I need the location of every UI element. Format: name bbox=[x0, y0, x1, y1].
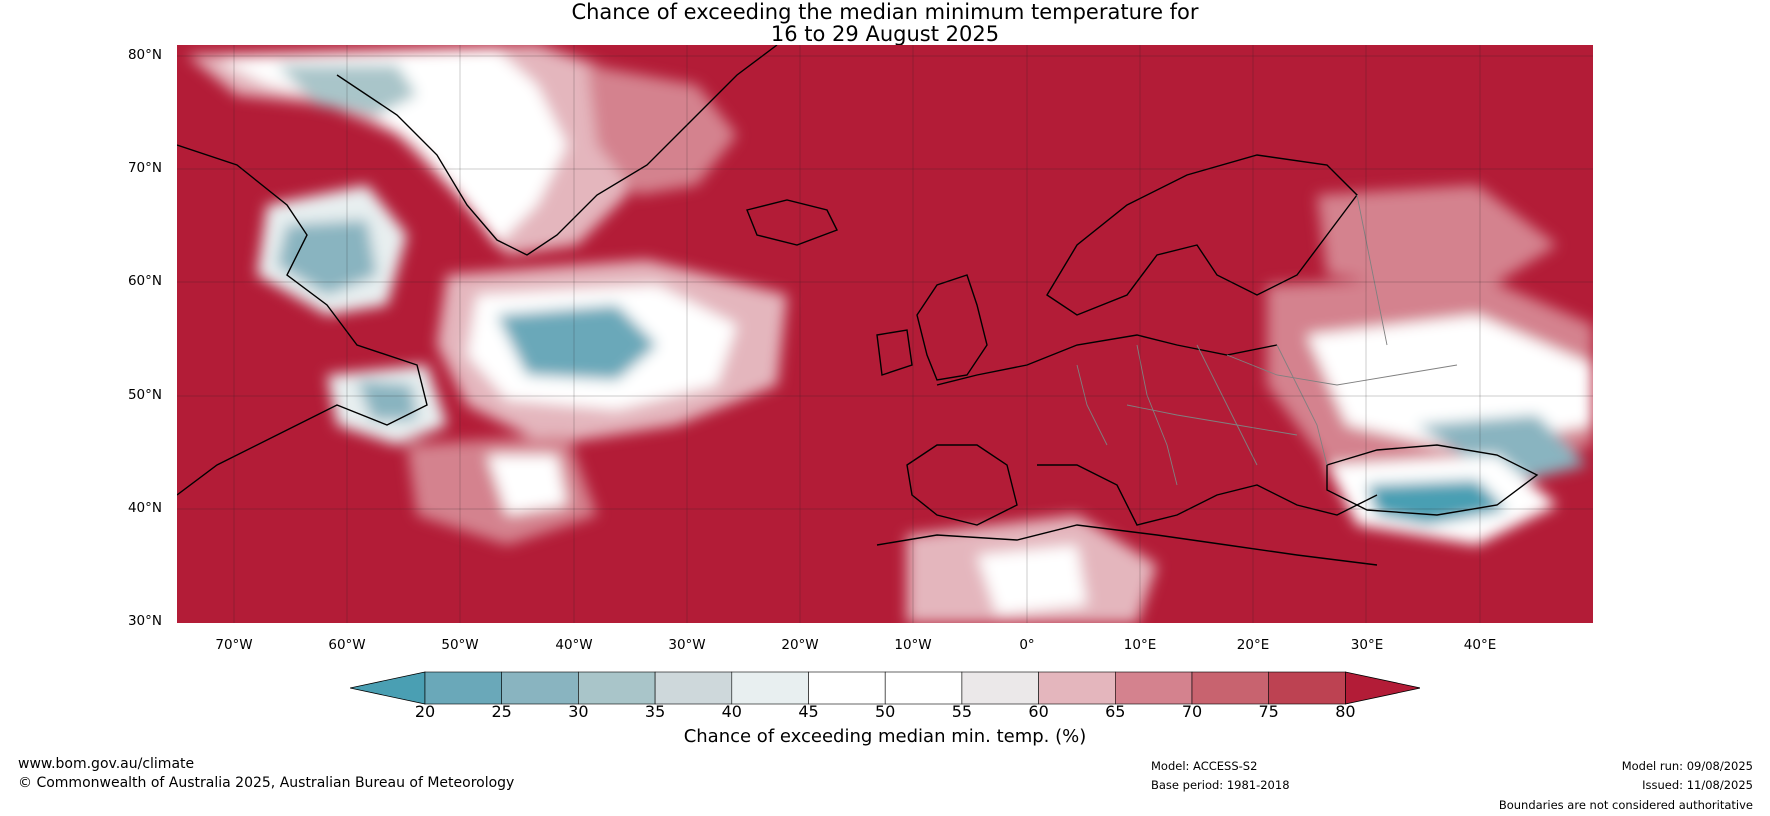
colorbar-extend-high bbox=[1345, 671, 1421, 705]
colorbar-tick-label: 60 bbox=[1028, 702, 1049, 721]
footer-issued: Issued: 11/08/2025 bbox=[1642, 778, 1753, 792]
colorbar-segment bbox=[1114, 671, 1193, 705]
lon-tick-40e: 40°E bbox=[1463, 637, 1497, 653]
probability-map bbox=[177, 45, 1593, 623]
probability-regions bbox=[187, 45, 1593, 623]
colorbar-segment bbox=[1268, 671, 1346, 705]
colorbar-tick-label: 65 bbox=[1105, 702, 1126, 721]
map-title-line-2: 16 to 29 August 2025 bbox=[770, 22, 1000, 46]
lon-tick-30w: 30°W bbox=[668, 637, 706, 653]
map-canvas bbox=[177, 45, 1593, 623]
map-title-line-1: Chance of exceeding the median minimum t… bbox=[571, 0, 1199, 24]
graticule bbox=[177, 45, 1593, 623]
lon-tick-20e: 20°E bbox=[1236, 637, 1270, 653]
footer-model-run: Model run: 09/08/2025 bbox=[1621, 759, 1753, 773]
lat-tick-30n: 30°N bbox=[127, 613, 162, 629]
colorbar-segment bbox=[424, 671, 502, 705]
colorbar-segment bbox=[884, 671, 963, 705]
footer-base-period: Base period: 1981-2018 bbox=[1151, 778, 1290, 792]
colorbar-segment bbox=[501, 671, 579, 705]
colorbar-tick-label: 70 bbox=[1181, 702, 1203, 721]
footer-website: www.bom.gov.au/climate bbox=[18, 756, 195, 772]
footer-copyright: © Commonwealth of Australia 2025, Austra… bbox=[18, 775, 515, 791]
lat-tick-60n: 60°N bbox=[127, 273, 162, 289]
lon-tick-70w: 70°W bbox=[215, 637, 253, 653]
colorbar-tick-label: 35 bbox=[644, 702, 666, 721]
colorbar-tick-label: 40 bbox=[721, 702, 742, 721]
lon-tick-10w: 10°W bbox=[894, 637, 932, 653]
colorbar-tick-label: 25 bbox=[491, 702, 512, 721]
colorbar-tick-label: 55 bbox=[951, 702, 973, 721]
colorbar-tick-label: 45 bbox=[798, 702, 819, 721]
lon-tick-10e: 10°E bbox=[1123, 637, 1157, 653]
lon-tick-40w: 40°W bbox=[555, 637, 593, 653]
colorbar-tick-label: 20 bbox=[414, 702, 436, 721]
colorbar-segment bbox=[1038, 671, 1116, 705]
colorbar-tick-label: 80 bbox=[1335, 702, 1356, 721]
lat-tick-50n: 50°N bbox=[127, 387, 162, 403]
lon-tick-50w: 50°W bbox=[441, 637, 479, 653]
lon-tick-30e: 30°E bbox=[1350, 637, 1384, 653]
lat-tick-40n: 40°N bbox=[127, 500, 162, 516]
lat-tick-80n: 80°N bbox=[127, 47, 162, 63]
colorbar-extend-low bbox=[349, 671, 426, 705]
country-borders bbox=[1076, 194, 1458, 486]
lon-tick-20w: 20°W bbox=[781, 637, 819, 653]
colorbar-title: Chance of exceeding median min. temp. (%… bbox=[683, 726, 1087, 747]
lat-tick-70n: 70°N bbox=[127, 160, 162, 176]
colorbar-tick-label: 75 bbox=[1258, 702, 1279, 721]
colorbar-tick-label: 30 bbox=[568, 702, 589, 721]
colorbar-tick-label: 50 bbox=[875, 702, 896, 721]
lon-tick-60w: 60°W bbox=[328, 637, 366, 653]
colorbar-segment bbox=[961, 671, 1039, 705]
colorbar bbox=[349, 670, 1421, 710]
footer-disclaimer: Boundaries are not considered authoritat… bbox=[1498, 798, 1753, 812]
coastlines bbox=[177, 45, 1539, 566]
colorbar-segment bbox=[1191, 671, 1269, 705]
colorbar-svg bbox=[349, 671, 1421, 705]
colorbar-segment bbox=[654, 671, 733, 705]
lon-tick-0: 0° bbox=[1019, 637, 1035, 653]
footer-model: Model: ACCESS-S2 bbox=[1151, 759, 1258, 773]
colorbar-segment bbox=[578, 671, 656, 705]
colorbar-segment bbox=[808, 671, 886, 705]
colorbar-segment bbox=[731, 671, 809, 705]
